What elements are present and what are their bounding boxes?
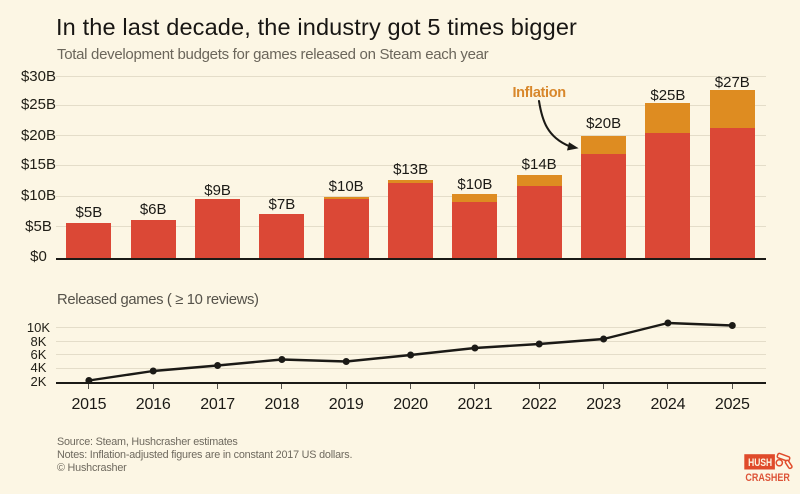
svg-text:HUSH: HUSH <box>748 457 772 469</box>
svg-text:CRASHER: CRASHER <box>745 472 790 484</box>
